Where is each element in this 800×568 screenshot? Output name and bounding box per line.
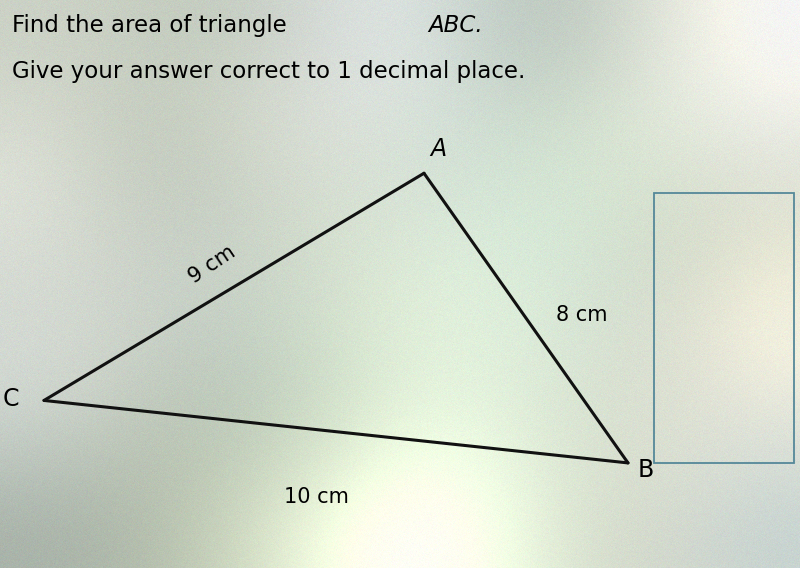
Text: 8 cm: 8 cm [556,305,607,325]
Text: 9 cm: 9 cm [185,241,239,287]
Bar [654,193,794,463]
Text: A: A [430,137,446,161]
Text: Find the area of triangle: Find the area of triangle [12,14,294,37]
Text: ABC.: ABC. [428,14,482,37]
Text: C: C [2,387,18,411]
Text: B: B [638,458,654,482]
Text: Give your answer correct to 1 decimal place.: Give your answer correct to 1 decimal pl… [12,60,526,82]
Text: 10 cm: 10 cm [283,487,349,507]
